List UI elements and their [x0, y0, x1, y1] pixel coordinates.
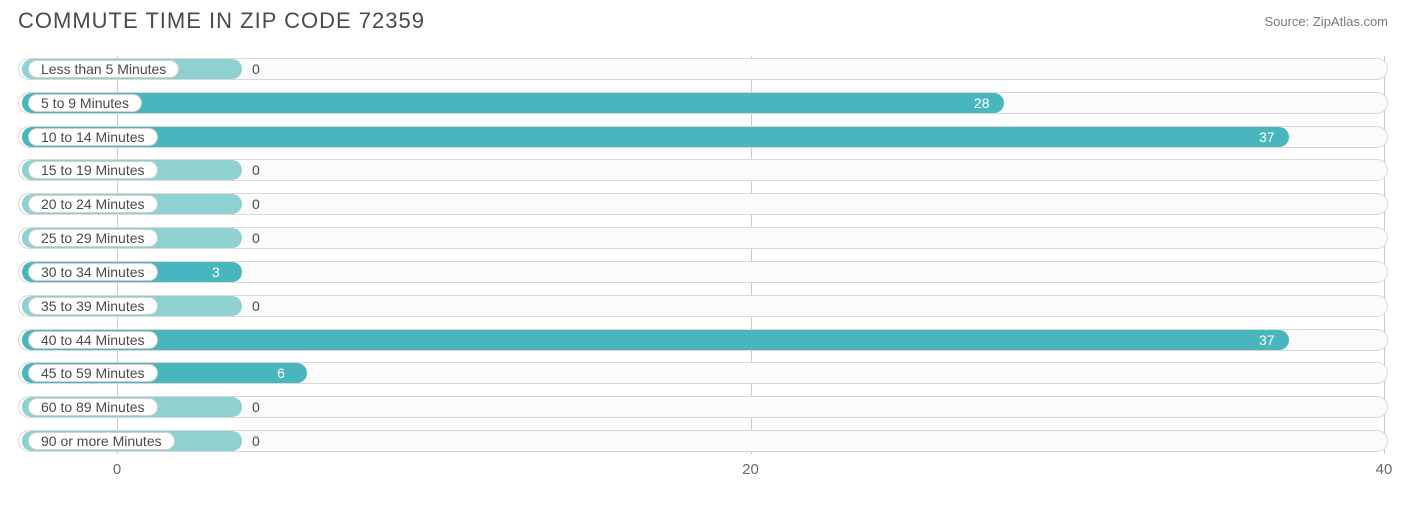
- value-label: 0: [252, 298, 260, 314]
- bar: [22, 330, 1289, 350]
- value-label: 0: [252, 230, 260, 246]
- bar-row: 28 5 to 9 Minutes: [12, 90, 1394, 116]
- category-pill: 90 or more Minutes: [28, 432, 175, 450]
- value-label: 37: [1259, 332, 1384, 348]
- category-pill: 40 to 44 Minutes: [28, 331, 158, 349]
- x-tick-label: 0: [113, 461, 121, 478]
- category-pill: 60 to 89 Minutes: [28, 398, 158, 416]
- bar-row: 0 Less than 5 Minutes: [12, 56, 1394, 82]
- value-label: 0: [252, 399, 260, 415]
- value-label: 28: [974, 95, 1384, 111]
- bar-row: 3 30 to 34 Minutes: [12, 259, 1394, 285]
- value-label: 0: [252, 433, 260, 449]
- bar: [22, 93, 1004, 113]
- value-label: 0: [252, 162, 260, 178]
- bar-row: 0 35 to 39 Minutes: [12, 293, 1394, 319]
- x-tick-label: 40: [1376, 461, 1393, 478]
- value-label: 6: [277, 365, 1384, 381]
- category-pill: 15 to 19 Minutes: [28, 161, 158, 179]
- bar-row: 6 45 to 59 Minutes: [12, 360, 1394, 386]
- chart-area: 0 20 40 0 Less than 5 Minutes 28 5 to 9 Minute…: [12, 44, 1394, 484]
- bar-row: 0 60 to 89 Minutes: [12, 394, 1394, 420]
- bar-row: 0 90 or more Minutes: [12, 428, 1394, 454]
- bar-row: 0 15 to 19 Minutes: [12, 157, 1394, 183]
- x-tick-label: 20: [742, 461, 759, 478]
- category-pill: 5 to 9 Minutes: [28, 94, 142, 112]
- value-label: 0: [252, 196, 260, 212]
- category-pill: 45 to 59 Minutes: [28, 364, 158, 382]
- category-pill: 10 to 14 Minutes: [28, 128, 158, 146]
- bars-container: 0 Less than 5 Minutes 28 5 to 9 Minutes 37 10…: [12, 56, 1394, 454]
- category-pill: 30 to 34 Minutes: [28, 263, 158, 281]
- chart-title: COMMUTE TIME IN ZIP CODE 72359: [18, 8, 425, 34]
- category-pill: 35 to 39 Minutes: [28, 297, 158, 315]
- category-pill: 20 to 24 Minutes: [28, 195, 158, 213]
- category-pill: 25 to 29 Minutes: [28, 229, 158, 247]
- bar: [22, 127, 1289, 147]
- bar-row: 0 20 to 24 Minutes: [12, 191, 1394, 217]
- bar-row: 37 10 to 14 Minutes: [12, 124, 1394, 150]
- bar-row: 37 40 to 44 Minutes: [12, 327, 1394, 353]
- value-label: 0: [252, 61, 260, 77]
- category-pill: Less than 5 Minutes: [28, 60, 179, 78]
- bar-row: 0 25 to 29 Minutes: [12, 225, 1394, 251]
- source-attribution: Source: ZipAtlas.com: [1264, 14, 1388, 29]
- value-label: 37: [1259, 129, 1384, 145]
- value-label: 3: [212, 264, 1384, 280]
